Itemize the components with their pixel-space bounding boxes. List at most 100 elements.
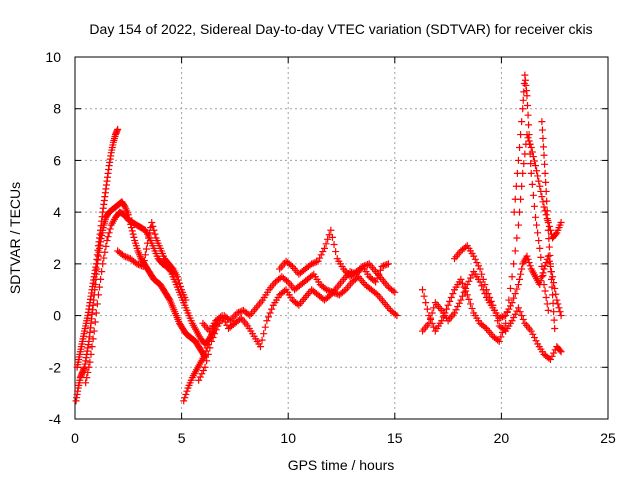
data-point bbox=[503, 308, 511, 316]
data-point bbox=[380, 262, 388, 270]
data-point bbox=[500, 312, 508, 320]
data-point bbox=[238, 307, 246, 315]
data-point bbox=[83, 374, 91, 382]
data-point bbox=[534, 229, 542, 237]
data-point bbox=[87, 350, 95, 358]
chart-title: Day 154 of 2022, Sidereal Day-to-day VTE… bbox=[89, 21, 592, 37]
data-point bbox=[532, 162, 540, 170]
data-point bbox=[466, 300, 474, 308]
data-point bbox=[261, 323, 269, 331]
data-point bbox=[544, 217, 552, 225]
data-point bbox=[492, 312, 500, 320]
data-point bbox=[149, 222, 157, 230]
data-point bbox=[519, 96, 527, 104]
data-point bbox=[452, 306, 460, 314]
data-point bbox=[244, 310, 252, 318]
data-point bbox=[100, 254, 108, 262]
data-point bbox=[518, 118, 526, 126]
data-point bbox=[530, 334, 538, 342]
data-point bbox=[524, 101, 532, 109]
series-late-spike bbox=[510, 71, 552, 314]
data-point bbox=[316, 254, 324, 262]
data-point bbox=[506, 302, 514, 310]
data-point bbox=[527, 327, 535, 335]
data-point bbox=[546, 260, 554, 268]
data-point bbox=[463, 281, 471, 289]
data-point bbox=[524, 134, 532, 142]
data-point bbox=[140, 257, 148, 265]
data-point bbox=[514, 156, 522, 164]
data-point bbox=[514, 221, 522, 229]
data-point bbox=[323, 286, 331, 294]
y-tick-label: 0 bbox=[53, 308, 61, 324]
data-point bbox=[525, 121, 533, 129]
data-point bbox=[541, 287, 549, 295]
data-point bbox=[544, 226, 552, 234]
data-point bbox=[478, 282, 486, 290]
data-point bbox=[235, 308, 243, 316]
data-point bbox=[545, 243, 553, 251]
data-point bbox=[195, 376, 203, 384]
x-tick-label: 5 bbox=[178, 430, 186, 446]
data-point bbox=[204, 350, 212, 358]
data-point bbox=[508, 299, 516, 307]
data-point bbox=[183, 387, 191, 395]
data-point bbox=[180, 397, 188, 405]
data-point bbox=[534, 172, 542, 180]
data-point bbox=[535, 237, 543, 245]
y-tick-label: 6 bbox=[53, 152, 61, 168]
data-point bbox=[85, 363, 93, 371]
data-point bbox=[536, 182, 544, 190]
y-tick-label: 10 bbox=[45, 49, 61, 65]
data-point bbox=[489, 301, 497, 309]
data-point bbox=[478, 270, 486, 278]
data-point bbox=[537, 277, 545, 285]
data-point bbox=[553, 296, 561, 304]
data-point bbox=[556, 346, 564, 354]
data-point bbox=[139, 262, 147, 270]
data-point bbox=[446, 297, 454, 305]
data-point bbox=[165, 295, 173, 303]
data-point bbox=[538, 273, 546, 281]
data-point bbox=[327, 226, 335, 234]
data-point bbox=[524, 255, 532, 263]
data-point bbox=[82, 379, 90, 387]
data-point bbox=[484, 290, 492, 298]
data-point bbox=[225, 315, 233, 323]
data-point bbox=[142, 245, 150, 253]
data-point bbox=[460, 288, 468, 296]
data-point bbox=[481, 323, 489, 331]
data-point bbox=[490, 306, 498, 314]
data-point bbox=[552, 230, 560, 238]
data-point bbox=[541, 262, 549, 270]
x-tick-labels: 0 5 10 15 20 25 bbox=[71, 430, 616, 446]
data-point bbox=[513, 285, 521, 293]
data-point bbox=[533, 221, 541, 229]
data-point bbox=[532, 213, 540, 221]
data-point bbox=[393, 312, 401, 320]
data-point bbox=[182, 390, 190, 398]
data-point bbox=[539, 134, 547, 142]
y-tick-label: -4 bbox=[49, 411, 62, 427]
data-point bbox=[88, 343, 96, 351]
data-point bbox=[523, 92, 531, 100]
data-point bbox=[548, 352, 556, 360]
data-point bbox=[544, 252, 552, 260]
data-point bbox=[311, 259, 319, 267]
data-point bbox=[364, 261, 372, 269]
data-point bbox=[148, 218, 156, 226]
data-point bbox=[540, 151, 548, 159]
x-tick-label: 10 bbox=[280, 430, 296, 446]
axis-ticks bbox=[74, 56, 609, 420]
data-point bbox=[557, 312, 565, 320]
data-point bbox=[430, 323, 438, 331]
data-point bbox=[506, 284, 514, 292]
data-point bbox=[530, 202, 538, 210]
data-point bbox=[103, 237, 111, 245]
data-point bbox=[513, 307, 521, 315]
data-point bbox=[554, 300, 562, 308]
data-point bbox=[120, 252, 128, 260]
series-mid-day-c bbox=[276, 226, 392, 286]
data-point bbox=[372, 290, 380, 298]
y-tick-label: -2 bbox=[49, 359, 62, 375]
